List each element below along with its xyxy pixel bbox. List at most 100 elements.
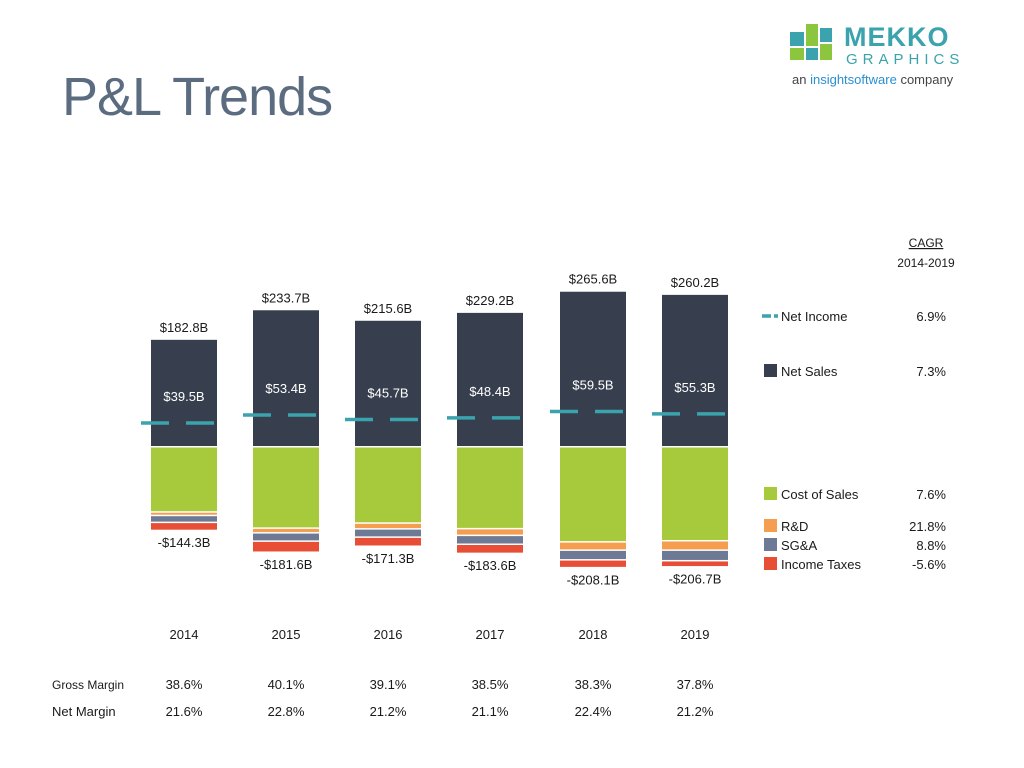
legend-label-cost-of-sales: Cost of Sales: [781, 487, 859, 502]
legend-cagr-cost-of-sales: 7.6%: [916, 487, 946, 502]
legend-period: 2014-2019: [897, 256, 955, 270]
net-income-label-2017: $48.4B: [469, 384, 510, 399]
bar-sga-2019: [662, 550, 728, 560]
bar-income-taxes-2016: [355, 537, 421, 546]
gross-margin-value-2015: 40.1%: [268, 677, 305, 692]
bar-rd-2014: [151, 512, 217, 515]
bar-rd-2019: [662, 541, 728, 550]
legend-label-sga: SG&A: [781, 538, 817, 553]
logo-tag-brand: insightsoftware: [810, 72, 897, 87]
bar-cost-of-sales-2018: [560, 447, 626, 542]
legend-cagr-net-sales: 7.3%: [916, 364, 946, 379]
bar-income-taxes-2018: [560, 560, 626, 567]
bar-net-sales-2018: [560, 291, 626, 446]
logo-subwordmark: GRAPHICS: [846, 51, 965, 68]
bar-net-sales-2019: [662, 294, 728, 446]
bar-income-taxes-2017: [457, 545, 523, 553]
gross-margin-value-2019: 37.8%: [677, 677, 714, 692]
x-tick-label-2018: 2018: [579, 627, 608, 642]
net-sales-total-label-2016: $215.6B: [364, 301, 412, 316]
bar-cost-of-sales-2014: [151, 447, 217, 512]
x-axis: 2014 2015 2016 2017 2018 2019: [170, 627, 710, 642]
bar-sga-2016: [355, 529, 421, 537]
logo-tagline: an insightsoftware company: [792, 72, 953, 87]
net-income-label-2016: $45.7B: [367, 385, 408, 400]
bar-cost-of-sales-2019: [662, 447, 728, 540]
net-sales-total-label-2014: $182.8B: [160, 320, 208, 335]
gross-margin-value-2014: 38.6%: [166, 677, 203, 692]
logo-tag-prefix: an: [792, 72, 807, 87]
net-margin-value-2017: 21.1%: [472, 704, 509, 719]
cost-total-label-2014: -$144.3B: [158, 535, 211, 550]
mekko-graphics-logo: MEKKO GRAPHICS an insightsoftware compan…: [790, 22, 990, 94]
net-income-label-2014: $39.5B: [163, 389, 204, 404]
bar-layer: [151, 291, 728, 567]
legend-cagr-income-taxes: -5.6%: [912, 557, 946, 572]
bar-rd-2018: [560, 542, 626, 550]
net-margin-value-2016: 21.2%: [370, 704, 407, 719]
net-margin-value-2019: 21.2%: [677, 704, 714, 719]
cost-total-label-2019: -$206.7B: [669, 572, 722, 587]
net-sales-total-label-2015: $233.7B: [262, 290, 310, 305]
label-layer: $182.8B $39.5B -$144.3B $233.7B $53.4B -$181.…: [158, 272, 722, 588]
legend-label-net-sales: Net Sales: [781, 364, 838, 379]
cost-total-label-2018: -$208.1B: [567, 572, 620, 587]
gross-margin-label: Gross Margin: [52, 678, 124, 692]
net-margin-label: Net Margin: [52, 704, 116, 719]
legend-swatch-net-sales: [764, 364, 777, 377]
legend-swatch-cost-of-sales: [764, 487, 777, 500]
legend: CAGR 2014-2019 Net Income 6.9% Net Sales 7.…: [762, 236, 955, 572]
bar-cost-of-sales-2016: [355, 447, 421, 523]
legend-cagr-net-income: 6.9%: [916, 309, 946, 324]
net-margin-value-2014: 21.6%: [166, 704, 203, 719]
logo-wordmark: MEKKO: [844, 22, 950, 52]
legend-swatch-sga: [764, 538, 777, 551]
legend-header: CAGR: [909, 236, 944, 250]
cost-total-label-2016: -$171.3B: [362, 551, 415, 566]
legend-swatch-income-taxes: [764, 557, 777, 570]
legend-cagr-sga: 8.8%: [916, 538, 946, 553]
legend-label-rd: R&D: [781, 519, 808, 534]
net-margin-value-2018: 22.4%: [575, 704, 612, 719]
legend-swatch-rd: [764, 519, 777, 532]
margin-table: 38.6% 21.6% 40.1% 22.8% 39.1% 21.2% 38.5% 21.1%…: [52, 677, 714, 719]
gross-margin-value-2018: 38.3%: [575, 677, 612, 692]
logo-tag-suffix: company: [900, 72, 954, 87]
bar-sga-2014: [151, 516, 217, 522]
gross-margin-value-2017: 38.5%: [472, 677, 509, 692]
page-title: P&L Trends: [62, 67, 333, 127]
legend-label-net-income: Net Income: [781, 309, 847, 324]
net-income-label-2018: $59.5B: [572, 377, 613, 392]
bar-income-taxes-2015: [253, 541, 319, 552]
bar-income-taxes-2014: [151, 523, 217, 530]
bar-net-sales-2014: [151, 339, 217, 446]
x-tick-label-2015: 2015: [272, 627, 301, 642]
net-margin-value-2015: 22.8%: [268, 704, 305, 719]
legend-cagr-rd: 21.8%: [909, 519, 946, 534]
x-tick-label-2019: 2019: [681, 627, 710, 642]
cost-total-label-2015: -$181.6B: [260, 557, 313, 572]
net-sales-total-label-2019: $260.2B: [671, 275, 719, 290]
bar-income-taxes-2019: [662, 561, 728, 567]
cost-total-label-2017: -$183.6B: [464, 558, 517, 573]
legend-label-income-taxes: Income Taxes: [781, 557, 861, 572]
bar-cost-of-sales-2015: [253, 447, 319, 528]
bar-net-sales-2017: [457, 312, 523, 446]
bar-net-sales-2016: [355, 320, 421, 446]
bar-sga-2018: [560, 550, 626, 560]
bar-sga-2017: [457, 536, 523, 544]
x-tick-label-2017: 2017: [476, 627, 505, 642]
net-sales-total-label-2017: $229.2B: [466, 293, 514, 308]
net-income-layer: [141, 409, 738, 425]
bar-rd-2016: [355, 523, 421, 529]
bar-rd-2015: [253, 528, 319, 533]
bar-cost-of-sales-2017: [457, 447, 523, 528]
bar-rd-2017: [457, 529, 523, 535]
x-tick-label-2014: 2014: [170, 627, 199, 642]
gross-margin-value-2016: 39.1%: [370, 677, 407, 692]
bar-sga-2015: [253, 533, 319, 541]
net-income-label-2015: $53.4B: [265, 381, 306, 396]
x-tick-label-2016: 2016: [374, 627, 403, 642]
mekko-logo-icon: [790, 24, 832, 60]
